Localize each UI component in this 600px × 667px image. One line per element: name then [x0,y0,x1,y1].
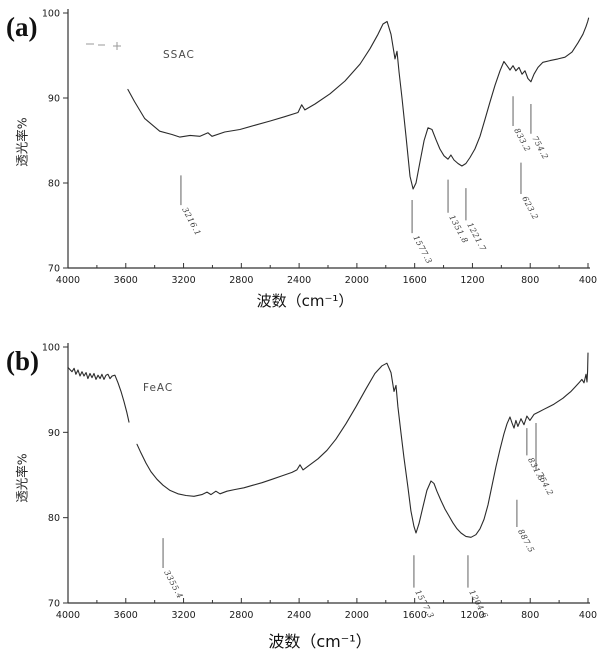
y-tick-label: 70 [48,264,60,275]
y-tick-label: 70 [48,599,60,610]
peak-annotation-label: 623.2 [520,195,540,222]
x-tick-label: 400 [579,610,597,621]
peak-annotation-label: 3216.1 [180,206,203,238]
x-tick-label: 3200 [171,610,195,621]
x-tick-label: 800 [521,610,539,621]
peak-annotation-label: 754.2 [535,471,555,498]
x-tick-label: 400 [579,275,597,286]
x-tick-label: 2800 [229,275,253,286]
x-tick-label: 1600 [403,275,427,286]
panel-b-label: (b) [6,346,39,376]
panel-a-label: (a) [6,12,38,42]
y-tick-label: 100 [42,9,60,20]
panel-b-y-axis-title: 透光率% [14,453,30,503]
peak-annotation-label: 887.5 [516,528,536,555]
y-tick-label: 90 [48,428,60,439]
panel-b-series-label: FeAC [143,382,174,394]
y-tick-label: 80 [48,179,60,190]
x-tick-label: 1600 [403,610,427,621]
spectrum-curve [67,366,130,423]
y-tick-label: 100 [42,343,60,354]
peak-annotation-label: 1577.3 [411,234,434,266]
panel-b-x-axis-title: 波数（cm⁻¹） [268,632,372,651]
spectrum-curve [136,352,589,538]
x-tick-label: 2000 [345,275,369,286]
panel-a-y-axis-title: 透光率% [14,117,30,167]
spectrum-curve [127,17,590,190]
panel-a-series-label: SSAC [163,49,195,61]
x-tick-label: 2400 [287,275,311,286]
x-tick-label: 1200 [460,275,484,286]
y-tick-label: 90 [48,94,60,105]
x-tick-label: 3600 [114,610,138,621]
x-tick-label: 1200 [460,610,484,621]
peak-annotation-label: 3355.4 [162,569,185,601]
x-tick-label: 2800 [229,610,253,621]
y-tick-label: 80 [48,513,60,524]
peak-annotation-label: 833.2 [512,127,532,154]
peak-annotation-label: 1351.8 [447,213,470,245]
panel-a-x-axis-title: 波数（cm⁻¹） [256,292,354,310]
x-tick-label: 3600 [114,275,138,286]
x-tick-label: 4000 [56,610,80,621]
x-tick-label: 800 [521,275,539,286]
x-tick-label: 4000 [56,275,80,286]
peak-annotation-label: 754.2 [530,134,550,161]
x-tick-label: 2400 [287,610,311,621]
x-tick-label: 2000 [345,610,369,621]
x-tick-label: 3200 [171,275,195,286]
